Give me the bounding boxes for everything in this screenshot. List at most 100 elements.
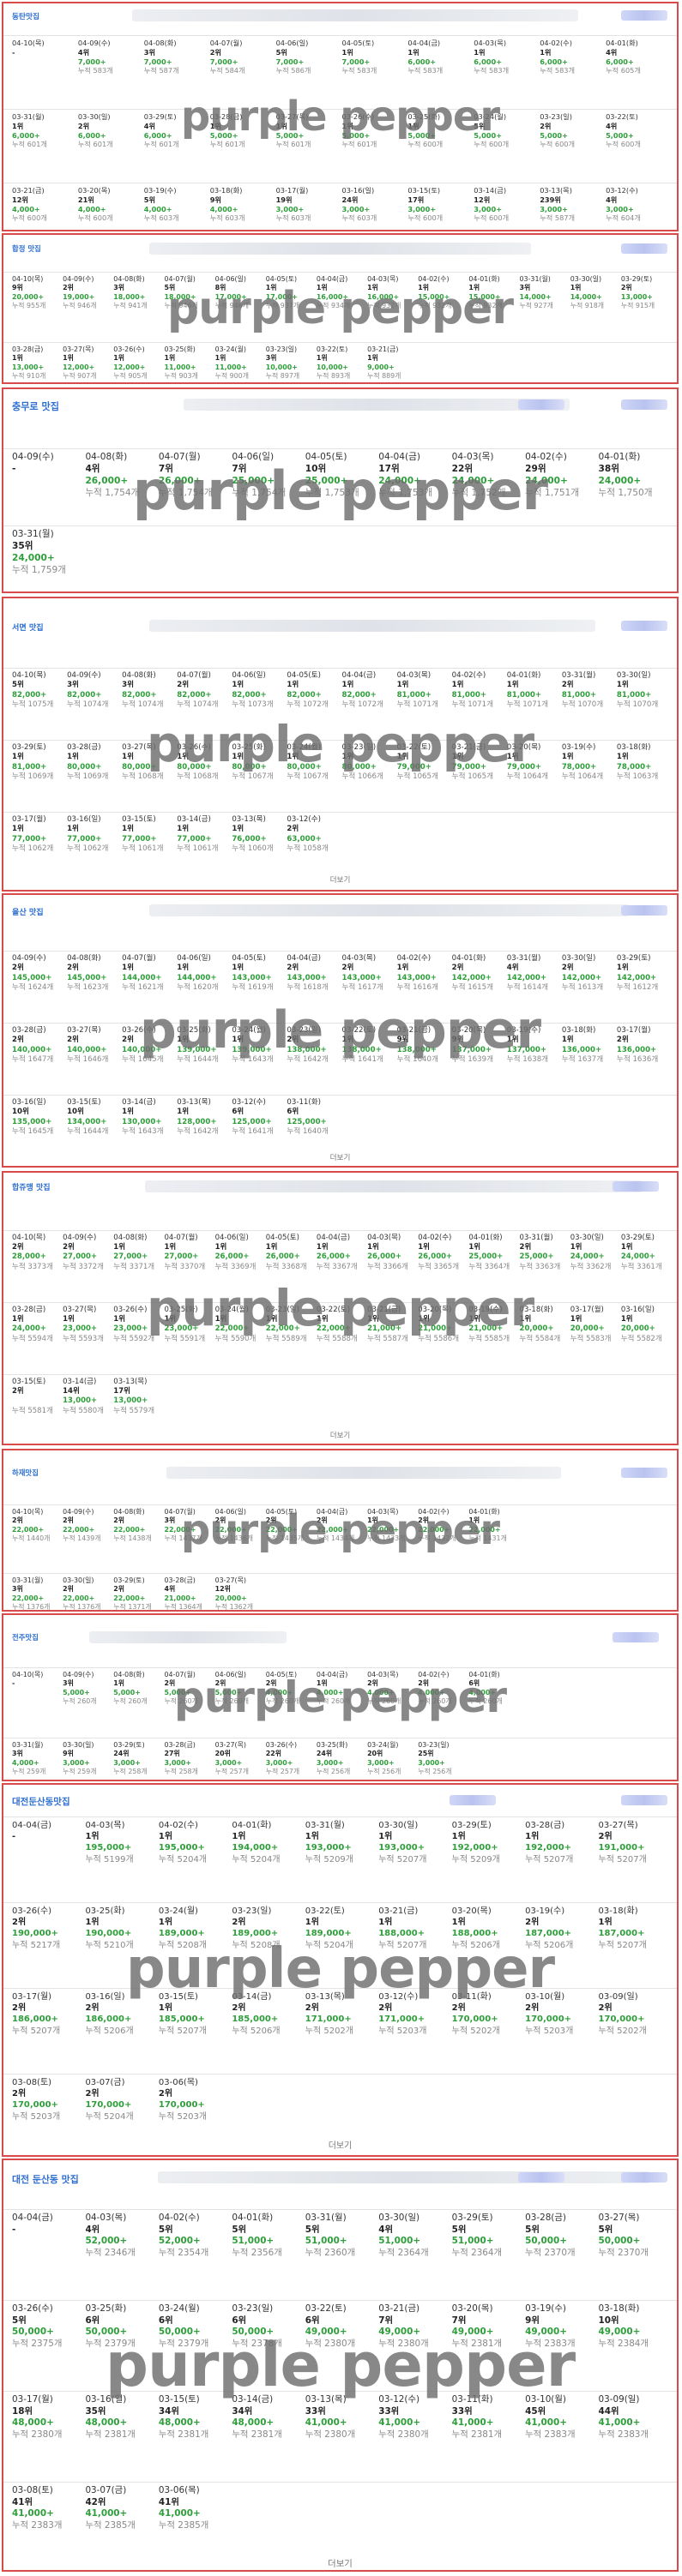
- visitor-count: 82,000+: [287, 690, 322, 700]
- review-total: 누적 1618개: [287, 983, 329, 993]
- more-button[interactable]: 더보기: [328, 2559, 353, 2569]
- review-total: 누적 889개: [367, 372, 401, 381]
- daily-rank-cell: 04-10(목) 5위 82,000+ 누적 1075개: [10, 670, 65, 711]
- review-total: ​: [12, 66, 75, 75]
- date-label: 03-26(수): [113, 345, 145, 353]
- rank-value: 20위: [367, 1750, 383, 1758]
- redacted-link-tag[interactable]: [621, 905, 667, 916]
- rank-value: 4위: [606, 121, 618, 130]
- visitor-count: 134,000+: [67, 1117, 107, 1126]
- date-label: 03-31(월): [561, 671, 596, 680]
- daily-rank-cell: 03-18(화) 1위 20,000+ 누적 5584개: [518, 1305, 569, 1345]
- rank-value: 1위: [275, 121, 287, 130]
- daily-rank-cell: 03-10(월) 2위 170,000+ 누적 5203개: [523, 1991, 596, 2038]
- daily-rank-cell: 03-17(월) 1위 77,000+ 누적 1062개: [10, 814, 65, 855]
- visitor-count: 22,000+: [63, 1525, 95, 1534]
- daily-rank-cell: 03-24(월) 1위 11,000+ 누적 900개: [214, 345, 264, 382]
- rank-value: 17위: [113, 1387, 130, 1396]
- daily-rank-cell: 03-25(화) 1위 139,000+ 누적 1644개: [175, 1025, 230, 1066]
- daily-rank-cell: 03-12(수) 33위 41,000+ 누적 2380개: [377, 2393, 450, 2442]
- review-total: 누적 1642개: [287, 1055, 329, 1065]
- date-label: 03-31(월): [12, 1741, 44, 1749]
- daily-rank-cell: 03-28(금) 1위 24,000+ 누적 5594개: [10, 1305, 61, 1345]
- redacted-link-tag[interactable]: [621, 243, 667, 254]
- redacted-place-name-bar: [145, 1180, 643, 1192]
- rank-value: 2위: [561, 964, 574, 973]
- more-button[interactable]: 더보기: [329, 1154, 351, 1162]
- redacted-link-tag[interactable]: [518, 399, 564, 410]
- review-total: 누적 2378개: [232, 2339, 282, 2350]
- rank-value: 41위: [158, 2496, 179, 2507]
- review-total: 누적 5203개: [158, 2111, 208, 2122]
- redacted-link-tag[interactable]: [621, 10, 667, 21]
- daily-rank-cell: 04-07(월) 2위 5,000+ 누적 260개: [162, 1670, 213, 1708]
- visitor-count: 79,000+: [451, 762, 487, 772]
- daily-rank-cell: 03-18(화) 1위 78,000+ 누적 1063개: [615, 742, 670, 783]
- date-label: 04-02(수): [418, 1234, 452, 1242]
- rank-value: 19위: [275, 195, 293, 204]
- redacted-link-tag[interactable]: [621, 2172, 667, 2183]
- rank-value: 9위: [451, 1036, 464, 1045]
- date-label: 04-04(금): [316, 1508, 348, 1516]
- daily-rank-cell: 04-03(목) 1위 26,000+ 누적 3366개: [365, 1233, 416, 1273]
- visitor-count: 49,000+: [451, 2327, 494, 2338]
- review-total: 누적 3363개: [519, 1262, 561, 1271]
- date-label: 03-28(금): [525, 2213, 566, 2223]
- review-total: 누적 2384개: [598, 2339, 649, 2350]
- rank-value: 4위: [85, 2224, 100, 2235]
- date-label: 03-12(수): [606, 186, 638, 195]
- visitor-count: 24,000+: [525, 475, 568, 486]
- redacted-link-tag[interactable]: [613, 1181, 659, 1192]
- rank-value: 2위: [12, 1516, 23, 1525]
- rank-value: 2위: [12, 1387, 24, 1396]
- review-total: 누적 1061개: [122, 844, 164, 854]
- date-label: 03-17(월): [616, 1026, 651, 1035]
- visitor-count: 80,000+: [67, 762, 102, 772]
- date-label: 03-20(목): [451, 2303, 493, 2314]
- visitor-count: 17,000+: [214, 292, 247, 301]
- visitor-count: 18,000+: [113, 292, 146, 301]
- rank-value: 2위: [85, 2089, 100, 2099]
- review-total: 누적 897개: [265, 372, 300, 381]
- visitor-count: 145,000+: [12, 973, 52, 982]
- redacted-link-tag[interactable]: [518, 2172, 564, 2183]
- review-total: 누적 1636개: [616, 1055, 659, 1065]
- visitor-count: 26,000+: [85, 475, 129, 486]
- daily-rank-cell: 03-25(화) 1위 190,000+ 누적 5210개: [83, 1905, 156, 1952]
- rank-value: 1위: [232, 964, 244, 973]
- redacted-link-tag[interactable]: [621, 1468, 667, 1478]
- visitor-count: 22,000+: [418, 1525, 450, 1534]
- redacted-link-tag[interactable]: [621, 1795, 667, 1805]
- rank-value: 2위: [418, 1516, 429, 1525]
- rank-value: 10위: [12, 1108, 29, 1117]
- redacted-link-tag[interactable]: [621, 621, 667, 631]
- visitor-count: 128,000+: [177, 1117, 217, 1126]
- redacted-link-tag[interactable]: [621, 399, 667, 410]
- visitor-count: 6,000+: [474, 57, 503, 66]
- visitor-count: 130,000+: [122, 1117, 162, 1126]
- more-button[interactable]: 더보기: [329, 1432, 351, 1440]
- rank-value: 1위: [468, 1516, 480, 1525]
- daily-rank-cell: 04-04(금) 1위 26,000+ 누적 3367개: [315, 1233, 365, 1273]
- redacted-link-tag[interactable]: [450, 1795, 496, 1805]
- visitor-count: 142,000+: [451, 973, 492, 982]
- visitor-count: 12,000+: [63, 363, 95, 371]
- rank-value: 1위: [232, 1832, 246, 1842]
- daily-rank-row: 03-28(금) 1위 13,000+ 누적 910개 03-27(목) 1위 12,000…: [10, 345, 670, 382]
- daily-rank-cell: 04-01(화) 38위 24,000+ 누적 1,750개: [597, 451, 670, 501]
- redacted-link-tag[interactable]: [613, 1632, 659, 1642]
- visitor-count: 41,000+: [378, 2417, 421, 2429]
- rank-value: 1위: [85, 1832, 100, 1842]
- rank-value: 2위: [519, 1243, 532, 1252]
- daily-rank-cell: 03-07(금) 2위 170,000+ 누적 5204개: [83, 2076, 156, 2123]
- date-label: 03-15(토): [158, 2394, 200, 2405]
- date-label: 04-05(토): [265, 1508, 298, 1516]
- more-button[interactable]: 더보기: [329, 876, 351, 885]
- daily-rank-row: 03-26(수) 2위 190,000+ 누적 5217개 03-25(화) 1위 190,…: [10, 1905, 670, 1952]
- visitor-count: 140,000+: [12, 1045, 52, 1054]
- more-button[interactable]: 더보기: [328, 2141, 353, 2151]
- rank-value: 33위: [378, 2405, 400, 2417]
- keyword-ranking-section: 하재맛집 04-10(목) 2위 22,000+ 누적 1440개 04-09(수) 2위 2…: [2, 1449, 679, 1612]
- review-total: 누적 1434개: [316, 1534, 355, 1543]
- visitor-count: 13,000+: [620, 292, 653, 301]
